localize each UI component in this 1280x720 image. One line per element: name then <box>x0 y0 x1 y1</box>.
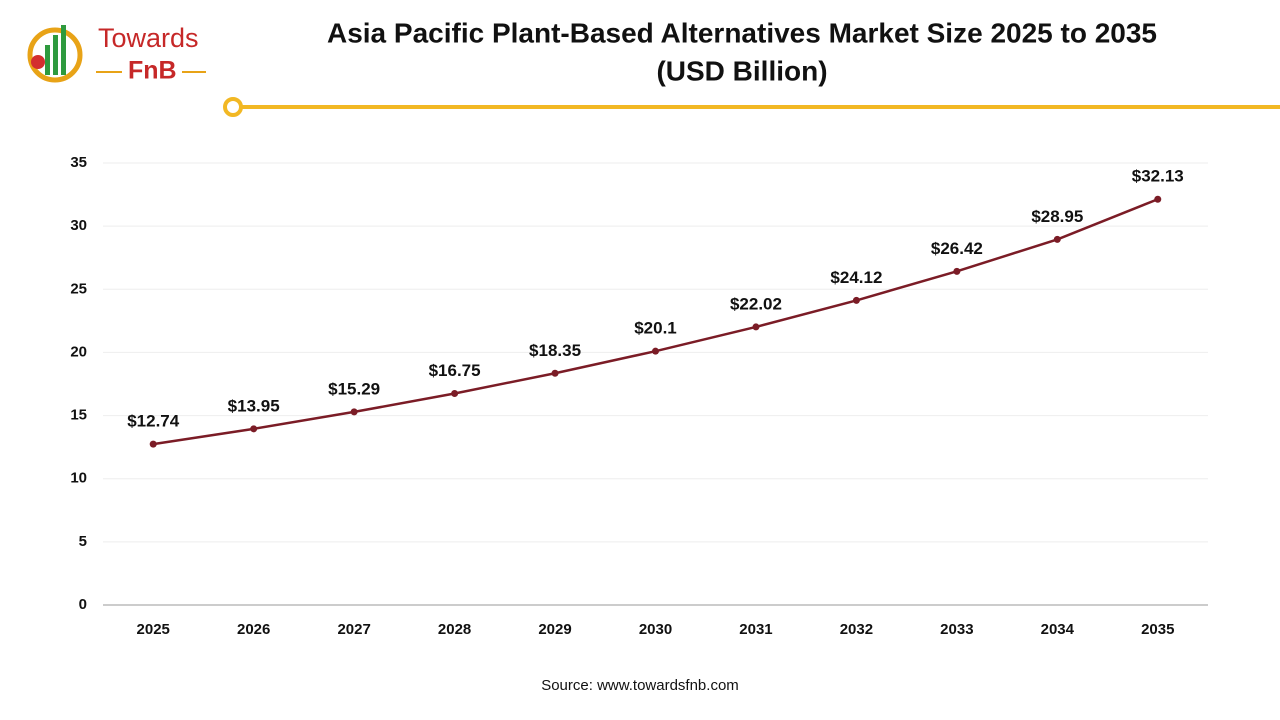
point <box>652 347 659 355</box>
x-tick-label: 2034 <box>1041 621 1075 638</box>
logo: Towards FnB <box>27 23 206 85</box>
point <box>852 296 860 304</box>
x-tick-label: 2026 <box>237 621 270 638</box>
x-tick-label: 2030 <box>639 621 672 638</box>
value-label: $20.1 <box>634 319 677 338</box>
point <box>350 408 358 416</box>
point <box>250 425 258 433</box>
y-tick-label: 5 <box>79 533 87 550</box>
x-tick-label: 2035 <box>1141 621 1174 638</box>
value-label: $13.95 <box>228 396 280 415</box>
point <box>1154 195 1162 203</box>
value-label: $16.75 <box>429 361 481 380</box>
x-tick-label: 2027 <box>337 621 370 638</box>
logo-ring <box>27 27 83 83</box>
value-label: $18.35 <box>529 341 581 360</box>
x-tick-label: 2028 <box>438 621 471 638</box>
y-tick-label: 20 <box>70 343 87 360</box>
point <box>752 323 760 331</box>
x-tick-label: 2032 <box>840 621 873 638</box>
header-rule-dot <box>223 97 243 117</box>
y-tick-label: 35 <box>70 154 87 171</box>
logo-bar <box>45 45 50 75</box>
y-tick-label: 30 <box>70 217 87 234</box>
y-tick-label: 25 <box>70 280 87 297</box>
logo-bottom: FnB <box>128 57 177 85</box>
chart-subtitle: (USD Billion) <box>656 55 827 86</box>
logo-bar <box>53 35 58 75</box>
value-label: $32.13 <box>1132 167 1184 186</box>
x-tick-label: 2031 <box>739 621 772 638</box>
value-label: $22.02 <box>730 294 782 313</box>
y-tick-label: 10 <box>70 470 87 487</box>
source: Source: www.towardsfnb.com <box>541 677 739 694</box>
logo-top: Towards <box>98 23 199 53</box>
point <box>149 440 157 448</box>
logo-bar <box>61 25 66 75</box>
point <box>953 267 961 275</box>
value-label: $12.74 <box>127 412 180 431</box>
y-tick-label: 15 <box>70 407 87 424</box>
chart-title: Asia Pacific Plant-Based Alternatives Ma… <box>327 17 1157 48</box>
point <box>1053 235 1061 243</box>
value-label: $15.29 <box>328 379 380 398</box>
value-label: $28.95 <box>1031 207 1083 226</box>
value-label: $26.42 <box>931 239 983 258</box>
point <box>451 389 459 397</box>
y-tick-label: 0 <box>79 596 87 613</box>
value-label: $24.12 <box>830 268 882 287</box>
x-tick-label: 2025 <box>137 621 170 638</box>
point <box>551 369 559 377</box>
x-tick-label: 2029 <box>538 621 571 638</box>
x-tick-label: 2033 <box>940 621 973 638</box>
logo-dot <box>31 55 45 69</box>
